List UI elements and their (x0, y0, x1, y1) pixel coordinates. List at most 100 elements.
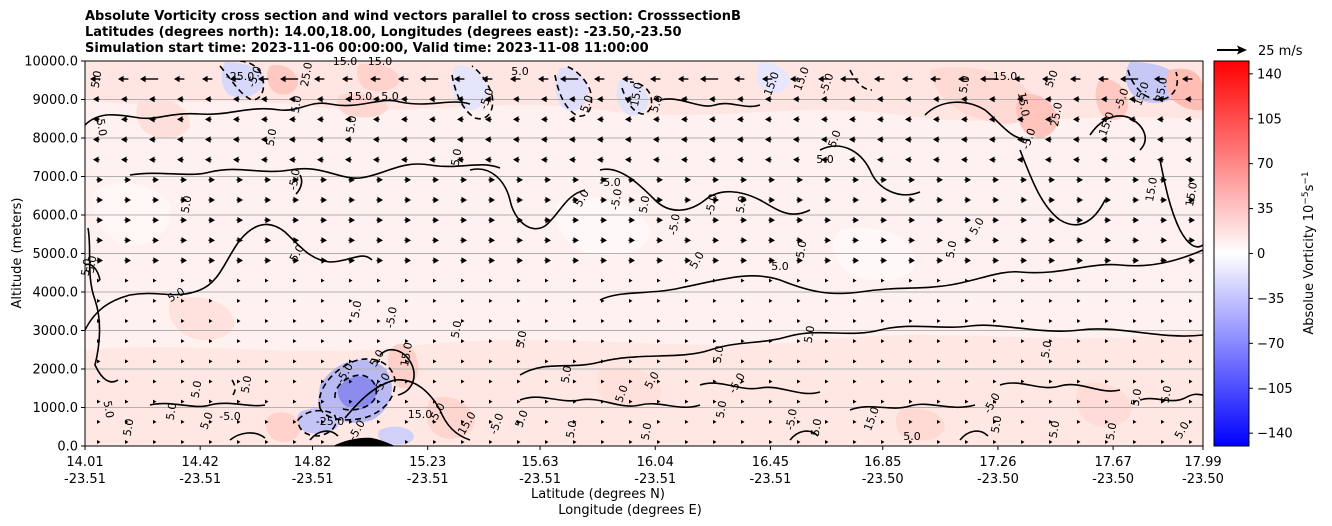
wind-arrow (1070, 75, 1081, 83)
wind-arrow (569, 95, 576, 103)
wind-arrow (905, 156, 912, 163)
wind-arrow (569, 156, 576, 163)
wind-arrow (153, 419, 157, 424)
wind-arrow (685, 440, 689, 444)
wind-arrow (516, 196, 523, 204)
wind-arrow (377, 359, 381, 364)
wind-arrow (821, 136, 828, 143)
wind-arrow (321, 419, 325, 424)
wind-arrow (1104, 176, 1111, 184)
wind-arrow (1105, 319, 1109, 323)
wind-arrow (517, 440, 521, 444)
wind-arrow (825, 399, 829, 404)
wind-arrow (597, 156, 604, 163)
x-tick-label-lon: -23.50 (862, 472, 904, 487)
wind-arrow (96, 237, 103, 244)
wind-arrow (1104, 196, 1111, 204)
wind-arrow (124, 237, 131, 244)
wind-arrow (881, 339, 885, 344)
wind-arrow (124, 176, 131, 184)
wind-arrow (965, 440, 969, 444)
wind-arrow (433, 298, 437, 303)
wind-arrow (461, 359, 465, 364)
wind-arrow (544, 176, 551, 184)
wind-arrow (936, 237, 943, 244)
wind-arrow (880, 237, 887, 244)
wind-arrow (909, 419, 913, 424)
wind-arrow (629, 399, 633, 404)
wind-arrow (345, 136, 352, 143)
wind-arrow (965, 419, 969, 424)
wind-arrow (765, 136, 772, 143)
wind-arrow (685, 379, 689, 384)
wind-arrow (881, 278, 885, 283)
wind-arrow (516, 237, 523, 244)
wind-arrow (573, 278, 577, 283)
wind-arrow (993, 419, 997, 424)
wind-arrow (1049, 319, 1053, 323)
contour-label: 5.0 (648, 93, 666, 114)
wind-arrow (401, 95, 408, 103)
wind-arrow (538, 75, 549, 83)
wind-arrow (741, 339, 745, 344)
wind-arrow (653, 156, 660, 163)
contour-label: -5.0 (783, 408, 800, 431)
wind-arrow (233, 95, 240, 103)
wind-arrow (489, 339, 493, 344)
wind-arrow (909, 440, 913, 444)
wind-arrow (513, 156, 520, 163)
wind-arrow (993, 319, 997, 323)
wind-arrow (685, 278, 689, 283)
wind-arrow (573, 440, 577, 444)
wind-arrow (264, 176, 271, 184)
wind-arrow (121, 95, 128, 103)
contour-label: 5.0 (349, 300, 365, 319)
x-tick-label-lon: -23.51 (179, 472, 221, 487)
contour-label: 15.0 (348, 90, 373, 103)
wind-arrow (125, 359, 129, 364)
wind-arrow (1101, 116, 1108, 123)
wind-arrow (936, 176, 943, 184)
wind-arrow (1049, 419, 1053, 424)
wind-arrow (741, 419, 745, 424)
wind-arrow (769, 419, 773, 424)
wind-arrow (429, 116, 436, 123)
wind-arrow (209, 298, 213, 303)
wind-arrow (545, 419, 549, 424)
wind-arrow (97, 339, 101, 344)
wind-arrow (153, 359, 157, 364)
wind-arrow (937, 278, 941, 283)
wind-arrow (404, 176, 411, 184)
wind-arrow (853, 440, 857, 444)
wind-arrow (376, 257, 383, 264)
wind-arrow (965, 298, 969, 303)
wind-arrow (265, 319, 269, 323)
wind-arrow (964, 237, 971, 244)
wind-arrow (1188, 176, 1195, 184)
wind-arrow (964, 216, 971, 224)
quiver-key-label: 25 m/s (1258, 44, 1303, 59)
wind-arrow (824, 216, 831, 224)
wind-arrow (1161, 399, 1165, 404)
wind-arrow (1076, 257, 1083, 264)
wind-arrow (992, 257, 999, 264)
wind-arrow (293, 359, 297, 364)
wind-arrow (544, 216, 551, 224)
wind-arrow (713, 278, 717, 283)
wind-arrow (377, 440, 381, 444)
wind-arrow (460, 237, 467, 244)
x-tick-label-lat: 14.42 (182, 455, 219, 470)
wind-arrow (293, 419, 297, 424)
wind-arrow (545, 319, 549, 323)
wind-arrow (460, 216, 467, 224)
wind-arrow (573, 298, 577, 303)
wind-arrow (681, 116, 688, 123)
wind-arrow (1188, 257, 1195, 264)
wind-arrow (1077, 379, 1081, 384)
wind-arrow (1160, 196, 1167, 204)
wind-arrow (849, 156, 856, 163)
wind-arrow (205, 116, 212, 123)
wind-arrow (153, 399, 157, 404)
wind-arrow (852, 176, 859, 184)
